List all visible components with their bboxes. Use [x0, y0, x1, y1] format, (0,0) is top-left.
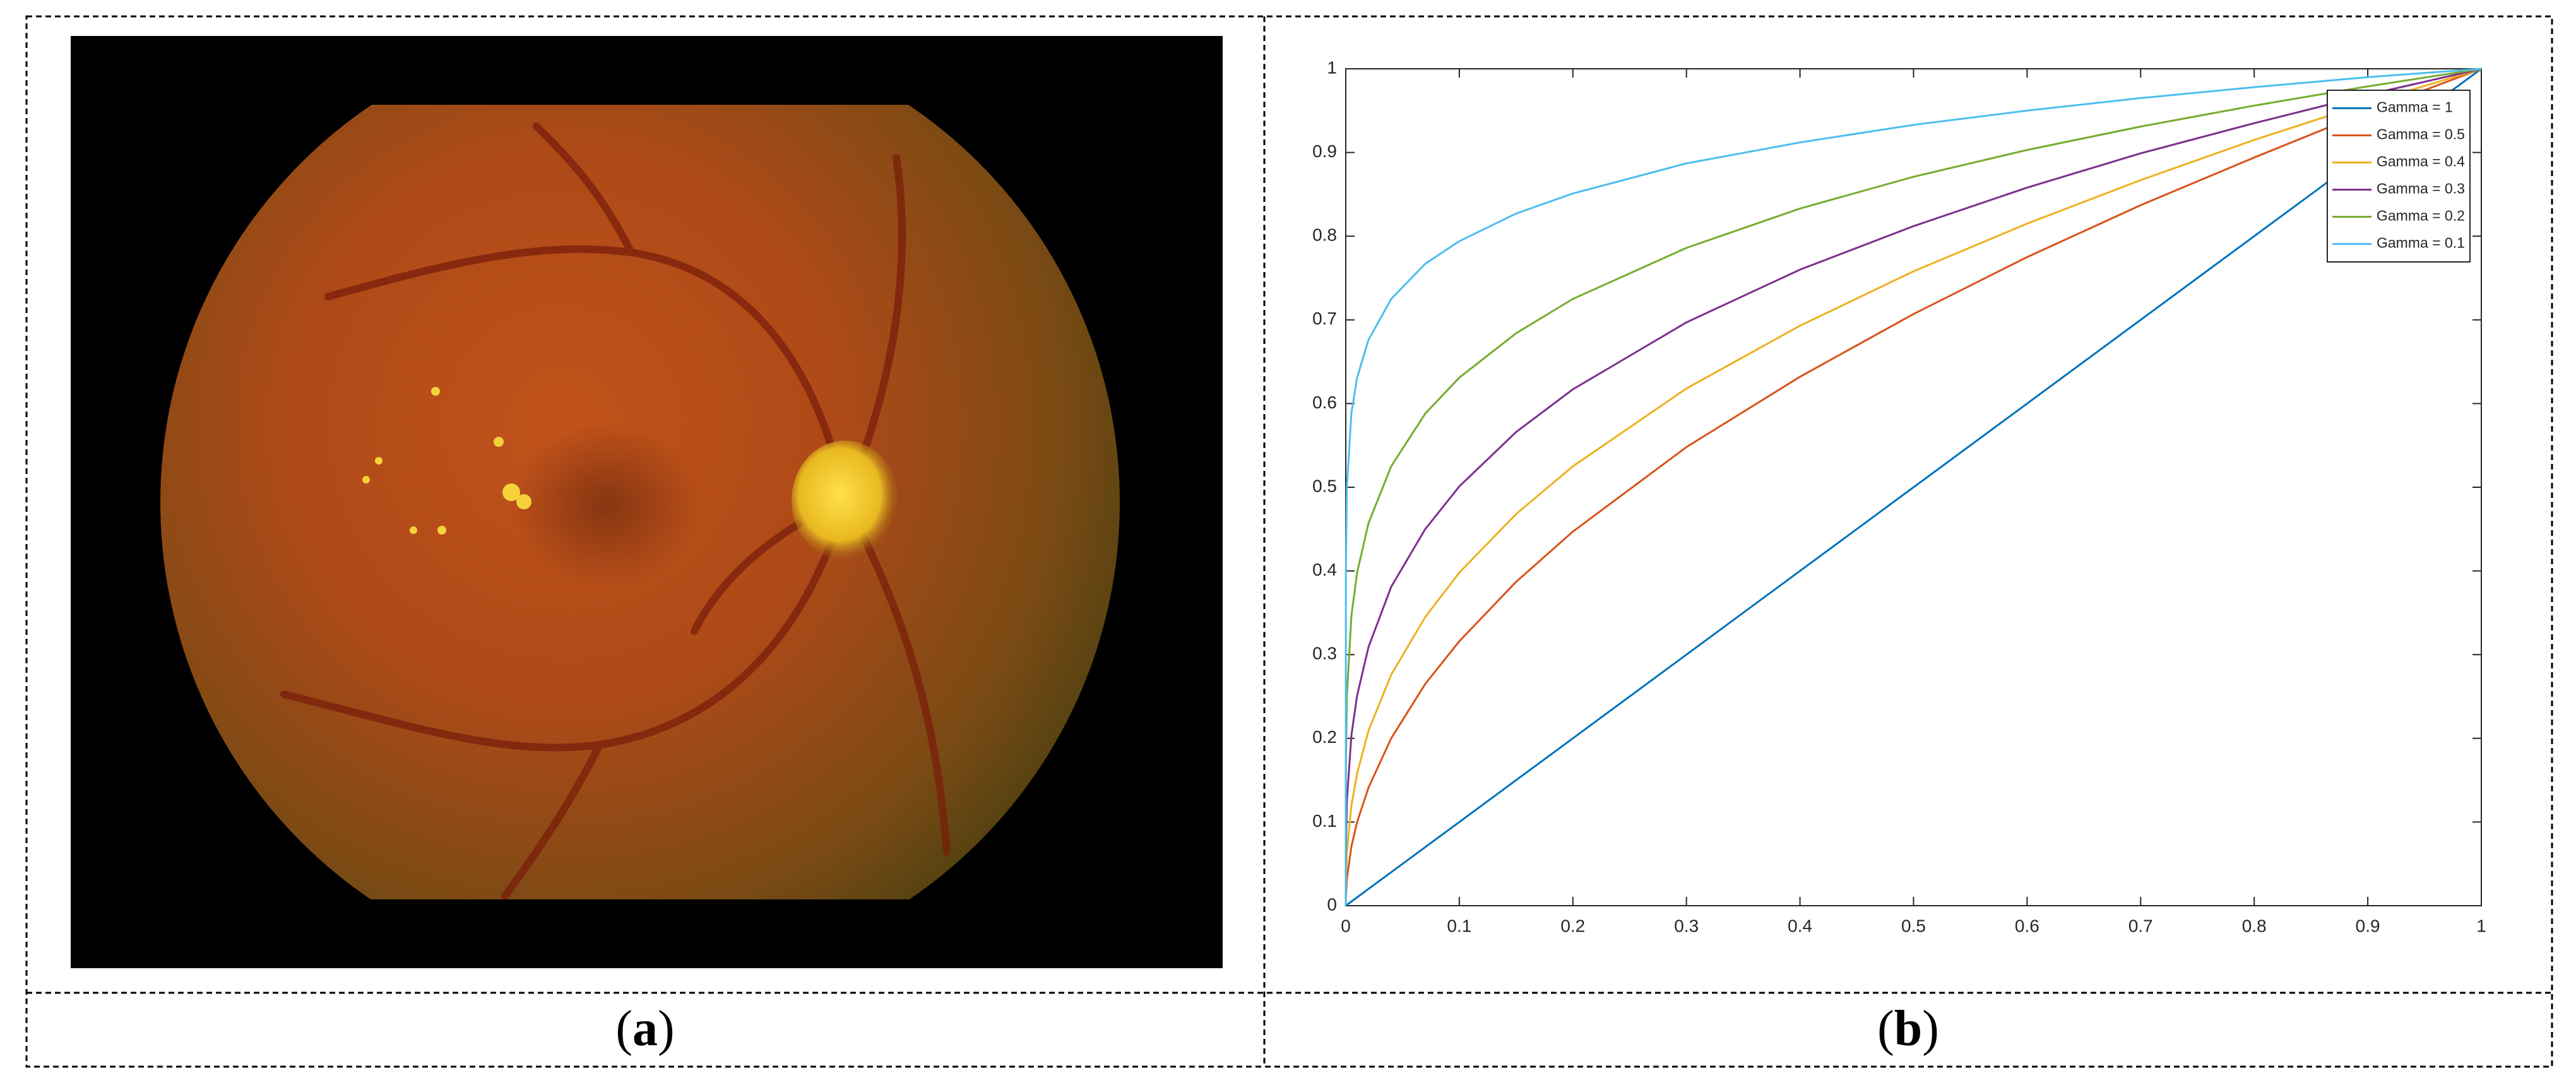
x-tick-label: 0.2: [1560, 916, 1585, 935]
y-tick-label: 1: [1327, 57, 1337, 77]
legend-box: [2327, 90, 2471, 263]
y-tick-label: 0.6: [1312, 393, 1337, 412]
fundus-image: [71, 36, 1223, 968]
caption-paren: ): [1922, 1001, 1939, 1057]
caption-letter: a: [632, 1001, 658, 1057]
x-tick-label: 0.6: [2015, 916, 2039, 935]
caption-a: (a): [615, 1001, 674, 1057]
caption-letter: b: [1894, 1001, 1923, 1057]
caption-paren: (: [615, 1001, 632, 1057]
x-tick-label: 0.4: [1788, 916, 1812, 935]
outer-frame: [25, 15, 2553, 1068]
legend-label: Gamma = 0.5: [2377, 126, 2465, 143]
series-line: [1344, 68, 2482, 906]
caption-paren: (: [1877, 1001, 1894, 1057]
x-tick-label: 0.7: [2128, 916, 2153, 935]
series-line: [1344, 68, 2482, 906]
gamma-chart: 0 0.1 0.2 0.3 0.4 0.5 0.6 0.7 0.8 0.9 1 0 0.1 0.2 0.3 0…: [1312, 57, 2486, 935]
y-tick-label: 0.4: [1312, 560, 1337, 579]
series-line: [1344, 68, 2482, 906]
y-tick-label: 0.2: [1312, 727, 1337, 747]
y-tick-label: 0.9: [1312, 141, 1337, 161]
x-tick-label: 0.1: [1447, 916, 1471, 935]
y-tick-label: 0: [1327, 894, 1337, 914]
y-tick-label: 0.5: [1312, 476, 1337, 495]
caption-paren: ): [658, 1001, 675, 1057]
x-tick-label: 0: [1341, 916, 1351, 935]
series-line: [1344, 68, 2482, 906]
legend-label: Gamma = 1: [2377, 99, 2453, 116]
y-tick-label: 0.8: [1312, 225, 1337, 245]
caption-b: (b): [1877, 1001, 1939, 1057]
y-tick-label: 0.1: [1312, 811, 1337, 831]
y-tick-label: 0.7: [1312, 309, 1337, 328]
y-tick-label: 0.3: [1312, 644, 1337, 663]
legend-label: Gamma = 0.1: [2377, 235, 2465, 251]
series-line: [1345, 68, 2482, 907]
x-tick-label: 1: [2476, 916, 2486, 935]
x-tick-label: 0.9: [2356, 916, 2380, 935]
legend-label: Gamma = 0.3: [2377, 181, 2465, 197]
legend-label: Gamma = 0.2: [2377, 208, 2465, 224]
x-tick-label: 0.3: [1674, 916, 1699, 935]
series-line: [1344, 68, 2482, 906]
x-tick-label: 0.8: [2242, 916, 2267, 935]
legend-label: Gamma = 0.4: [2377, 153, 2465, 170]
x-tick-label: 0.5: [1901, 916, 1926, 935]
